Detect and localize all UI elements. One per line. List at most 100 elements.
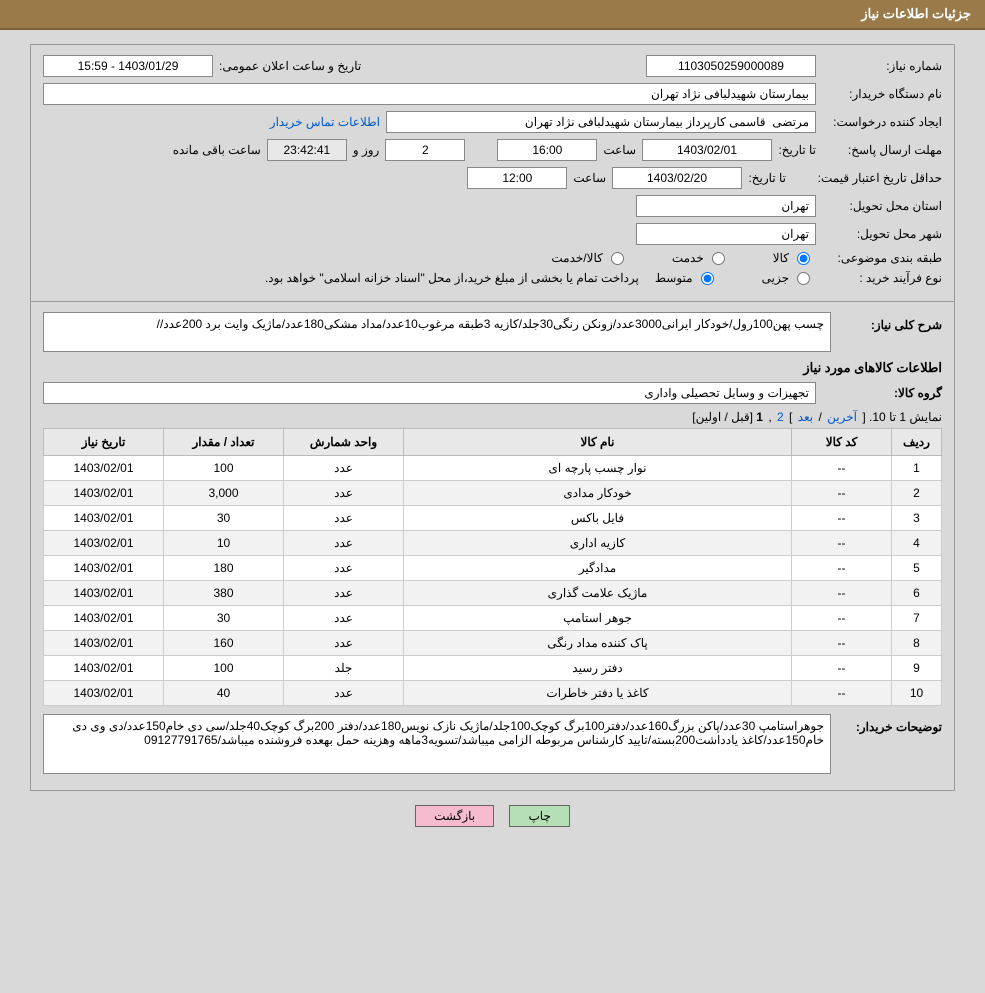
- cell-date: 1403/02/01: [44, 656, 164, 681]
- buyer-remarks-textarea[interactable]: [43, 714, 831, 774]
- cell-name: فایل باکس: [404, 506, 792, 531]
- pager-comma: ,: [768, 410, 771, 424]
- city-field[interactable]: [636, 223, 816, 245]
- back-button[interactable]: بازگشت: [415, 805, 494, 827]
- countdown-field: 23:42:41: [267, 139, 347, 161]
- table-row: 8--پاک کننده مداد رنگیعدد1601403/02/01: [44, 631, 942, 656]
- proc-medium-radio[interactable]: [701, 272, 714, 285]
- remain-label: ساعت باقی مانده: [173, 143, 261, 157]
- cell-name: خودکار مدادی: [404, 481, 792, 506]
- cell-code: --: [792, 631, 892, 656]
- cell-unit: عدد: [284, 606, 404, 631]
- cat-service-radio[interactable]: [712, 252, 725, 265]
- summary-textarea[interactable]: [43, 312, 831, 352]
- province-label: استان محل تحویل:: [822, 199, 942, 213]
- cell-unit: عدد: [284, 681, 404, 706]
- cell-n: 7: [892, 606, 942, 631]
- page-title: جزئیات اطلاعات نیاز: [861, 6, 971, 21]
- cell-qty: 160: [164, 631, 284, 656]
- cell-unit: عدد: [284, 506, 404, 531]
- cell-unit: عدد: [284, 556, 404, 581]
- deadline-hour-field[interactable]: [497, 139, 597, 161]
- cell-qty: 180: [164, 556, 284, 581]
- cell-name: کاغذ یا دفتر خاطرات: [404, 681, 792, 706]
- cell-n: 4: [892, 531, 942, 556]
- cell-n: 1: [892, 456, 942, 481]
- cell-qty: 10: [164, 531, 284, 556]
- proc-partial-radio[interactable]: [797, 272, 810, 285]
- province-field[interactable]: [636, 195, 816, 217]
- days-label: روز و: [353, 143, 380, 157]
- pager-text-a: نمایش 1 تا 10. [: [859, 410, 942, 424]
- cell-name: نوار چسب پارچه ای: [404, 456, 792, 481]
- pager-next[interactable]: بعد: [798, 410, 813, 424]
- days-field[interactable]: [385, 139, 465, 161]
- requester-field[interactable]: [386, 111, 816, 133]
- cell-code: --: [792, 531, 892, 556]
- cell-date: 1403/02/01: [44, 481, 164, 506]
- cell-date: 1403/02/01: [44, 681, 164, 706]
- cell-unit: عدد: [284, 581, 404, 606]
- cell-qty: 30: [164, 506, 284, 531]
- cell-code: --: [792, 481, 892, 506]
- cell-qty: 3,000: [164, 481, 284, 506]
- cell-unit: عدد: [284, 456, 404, 481]
- need-no-field[interactable]: [646, 55, 816, 77]
- cat-goods-service-radio[interactable]: [611, 252, 624, 265]
- cat-goods-label: کالا: [773, 251, 789, 265]
- group-label: گروه کالا:: [822, 386, 942, 400]
- validity-date-field[interactable]: [612, 167, 742, 189]
- validity-label: حداقل تاریخ اعتبار قیمت:: [792, 171, 942, 185]
- cell-date: 1403/02/01: [44, 631, 164, 656]
- cell-code: --: [792, 681, 892, 706]
- cell-n: 8: [892, 631, 942, 656]
- contact-link[interactable]: اطلاعات تماس خریدار: [270, 115, 380, 129]
- pager-text-b: [قبل / اولین]: [692, 410, 753, 424]
- hour-label-2: ساعت: [573, 171, 606, 185]
- buyer-field[interactable]: [43, 83, 816, 105]
- cell-code: --: [792, 556, 892, 581]
- table-row: 5--مدادگیرعدد1801403/02/01: [44, 556, 942, 581]
- cat-goods-radio[interactable]: [797, 252, 810, 265]
- table-row: 10--کاغذ یا دفتر خاطراتعدد401403/02/01: [44, 681, 942, 706]
- pager-last[interactable]: آخرین: [827, 410, 857, 424]
- buyer-remarks-label: توضیحات خریدار:: [837, 714, 942, 734]
- announce-field[interactable]: [43, 55, 213, 77]
- cell-n: 9: [892, 656, 942, 681]
- th-name: نام کالا: [404, 429, 792, 456]
- print-button[interactable]: چاپ: [509, 805, 569, 827]
- cell-name: پاک کننده مداد رنگی: [404, 631, 792, 656]
- city-label: شهر محل تحویل:: [822, 227, 942, 241]
- cell-unit: عدد: [284, 631, 404, 656]
- th-row: ردیف: [892, 429, 942, 456]
- validity-hour-field[interactable]: [467, 167, 567, 189]
- cell-n: 10: [892, 681, 942, 706]
- info-panel: شماره نیاز: تاریخ و ساعت اعلان عمومی: نا…: [31, 45, 954, 301]
- table-row: 7--جوهر استامپعدد301403/02/01: [44, 606, 942, 631]
- cell-name: مدادگیر: [404, 556, 792, 581]
- cell-n: 6: [892, 581, 942, 606]
- process-note: پرداخت تمام یا بخشی از مبلغ خرید،از محل …: [265, 271, 639, 285]
- th-qty: تعداد / مقدار: [164, 429, 284, 456]
- cell-code: --: [792, 506, 892, 531]
- announce-label: تاریخ و ساعت اعلان عمومی:: [219, 59, 361, 73]
- cell-name: جوهر استامپ: [404, 606, 792, 631]
- pager-sep2: ]: [786, 410, 793, 424]
- th-code: کد کالا: [792, 429, 892, 456]
- pager-p2[interactable]: 2: [777, 410, 784, 424]
- group-field[interactable]: [43, 382, 816, 404]
- to-date-label-2: تا تاریخ:: [748, 171, 786, 185]
- cell-qty: 380: [164, 581, 284, 606]
- page-header: جزئیات اطلاعات نیاز: [0, 0, 985, 30]
- th-unit: واحد شمارش: [284, 429, 404, 456]
- deadline-date-field[interactable]: [642, 139, 772, 161]
- cell-n: 3: [892, 506, 942, 531]
- table-row: 6--ماژیک علامت گذاریعدد3801403/02/01: [44, 581, 942, 606]
- to-date-label-1: تا تاریخ:: [778, 143, 816, 157]
- category-label: طبقه بندی موضوعی:: [822, 251, 942, 265]
- buyer-label: نام دستگاه خریدار:: [822, 87, 942, 101]
- content-frame: شماره نیاز: تاریخ و ساعت اعلان عمومی: نا…: [30, 44, 955, 791]
- cell-date: 1403/02/01: [44, 606, 164, 631]
- pager: نمایش 1 تا 10. [ آخرین / بعد ] 2 , 1 [قب…: [43, 410, 942, 424]
- cell-unit: عدد: [284, 531, 404, 556]
